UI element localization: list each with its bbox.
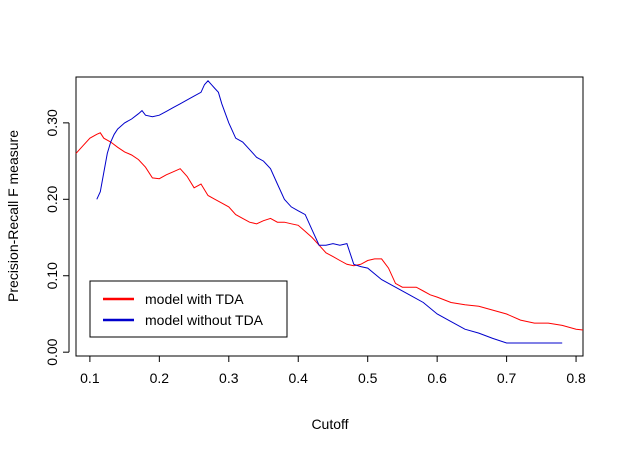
x-tick-label: 0.7 — [497, 370, 517, 386]
series-line-model-with-tda — [75, 132, 584, 331]
x-tick-label: 0.8 — [566, 370, 586, 386]
x-tick-label: 0.1 — [80, 370, 100, 386]
x-tick-label: 0.3 — [219, 370, 239, 386]
y-tick-label: 0.00 — [44, 338, 60, 365]
series-layer — [75, 80, 584, 344]
x-tick-label: 0.4 — [289, 370, 309, 386]
y-tick-label: 0.30 — [44, 109, 60, 136]
x-axis: 0.1 0.2 0.3 0.4 0.5 0.6 0.7 0.8 — [80, 356, 586, 386]
x-tick-label: 0.6 — [427, 370, 447, 386]
x-tick-label: 0.2 — [150, 370, 170, 386]
plot-frame — [75, 76, 584, 357]
series-line-model-without-tda — [96, 80, 563, 344]
legend-label-model-with-tda: model with TDA — [145, 291, 244, 307]
legend-box — [89, 280, 288, 338]
legend: model with TDA model without TDA — [89, 280, 288, 338]
legend-label-model-without-tda: model without TDA — [145, 312, 264, 328]
y-axis: 0.00 0.10 0.20 0.30 — [44, 109, 70, 366]
x-tick-label: 0.5 — [358, 370, 378, 386]
y-axis-title: Precision-Recall F measure — [5, 130, 21, 302]
x-axis-title: Cutoff — [311, 416, 348, 432]
y-tick-label: 0.10 — [44, 262, 60, 289]
y-tick-label: 0.20 — [44, 185, 60, 212]
